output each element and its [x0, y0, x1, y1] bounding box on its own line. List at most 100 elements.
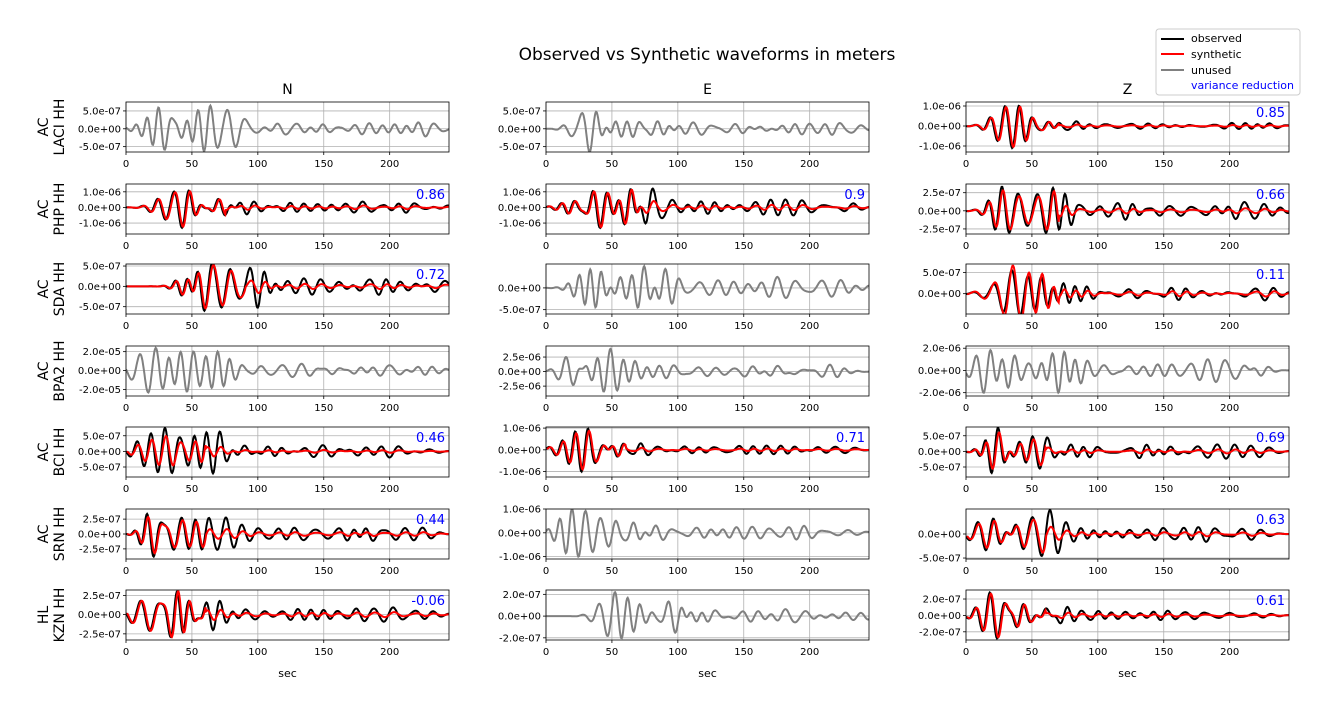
x-tick-label: 200: [800, 241, 819, 252]
synthetic-trace: [966, 431, 1289, 471]
variance-reduction-value: 0.11: [1256, 268, 1285, 283]
panel-bci-n: 0 50 100 150 200 5.0e-07 0.0e+00 -5.0e-07 0.46: [78, 426, 450, 495]
y-tick-label: 5.0e-07: [923, 431, 961, 442]
observed-trace: [966, 427, 1289, 475]
panel-sda-n: 0 50 100 150 200 5.0e-07 0.0e+00 -5.0e-07 0.72: [78, 262, 450, 332]
y-tick-label: -2.0e-07: [919, 627, 961, 638]
y-tick-label: 0.0e+00: [498, 203, 541, 214]
x-tick-label: 50: [186, 321, 199, 332]
x-tick-label: 150: [1154, 566, 1173, 577]
panel-frame: [545, 101, 870, 153]
y-tick-label: 1.0e-06: [503, 187, 541, 198]
y-tick-label: -5.0e-07: [499, 305, 541, 316]
y-tick-label: 1.0e-06: [503, 505, 541, 516]
station-label: SRN HH: [52, 507, 68, 562]
x-tick-label: 150: [314, 647, 333, 658]
y-tick-label: -1.0e-06: [79, 219, 121, 230]
legend-observed-label: observed: [1191, 32, 1242, 45]
x-tick-label: 50: [186, 403, 199, 414]
synthetic-trace: [546, 429, 869, 472]
component-title-z: Z: [1123, 82, 1133, 98]
y-tick-label: 0.0e+00: [918, 366, 961, 377]
panel-kzn-e: 0 50 100 150 200 2.0e-07 0.0e+00 -2.0e-07: [498, 589, 870, 658]
y-tick-label: 5.0e-07: [923, 268, 961, 279]
component-title-e: E: [703, 82, 712, 98]
x-tick-label: 150: [734, 484, 753, 495]
x-tick-label: 50: [1026, 566, 1039, 577]
panel-srn-n: 0 50 100 150 200 2.5e-07 0.0e+00 -2.5e-07 0.44: [78, 508, 450, 577]
panels: AC LACI HH0 50 100 150 2005.0e-070.0e+00-5.0e…: [36, 99, 1290, 658]
panel-frame: [125, 183, 450, 235]
unused-trace: [546, 509, 869, 559]
synthetic-trace: [966, 518, 1289, 554]
x-axis-label: sec: [1118, 667, 1137, 680]
x-tick-label: 200: [1220, 159, 1239, 170]
x-tick-label: 0: [543, 321, 549, 332]
x-tick-label: 150: [1154, 241, 1173, 252]
x-tick-label: 200: [800, 159, 819, 170]
x-tick-label: 100: [1088, 241, 1107, 252]
y-tick-label: 2.5e-06: [503, 353, 541, 364]
synthetic-trace: [546, 188, 869, 229]
y-tick-label: -2.5e-07: [919, 224, 961, 235]
x-tick-label: 200: [800, 484, 819, 495]
unused-trace: [546, 590, 869, 640]
y-tick-label: -2.0e-05: [79, 385, 121, 396]
y-tick-label: 0.0e+00: [498, 367, 541, 378]
y-tick-label: 2.5e-07: [83, 591, 121, 602]
x-axis-labels: sec sec sec: [278, 667, 1137, 680]
x-tick-label: 0: [963, 159, 969, 170]
variance-reduction-value: 0.63: [1256, 513, 1285, 528]
x-tick-label: 150: [314, 403, 333, 414]
panel-frame: [545, 426, 870, 478]
variance-reduction-value: 0.86: [416, 188, 445, 203]
y-tick-label: 0.0e+00: [918, 611, 961, 622]
x-tick-label: 150: [1154, 484, 1173, 495]
x-tick-label: 200: [1220, 566, 1239, 577]
variance-reduction-value: 0.69: [1256, 431, 1285, 446]
panel-frame: [125, 101, 450, 153]
x-tick-label: 200: [380, 566, 399, 577]
y-tick-label: 0.0e+00: [498, 612, 541, 623]
x-tick-label: 150: [314, 241, 333, 252]
network-label: AC: [36, 361, 52, 380]
x-tick-label: 200: [380, 647, 399, 658]
variance-reduction-value: 0.85: [1256, 106, 1285, 121]
unused-trace: [126, 103, 449, 152]
x-tick-label: 150: [734, 159, 753, 170]
x-tick-label: 50: [606, 566, 619, 577]
x-tick-label: 50: [1026, 484, 1039, 495]
panel-frame: [545, 263, 870, 315]
observed-trace: [126, 264, 449, 313]
y-tick-label: -2.5e-06: [499, 382, 541, 393]
y-tick-label: 2.5e-07: [83, 515, 121, 526]
legend-unused-label: unused: [1191, 64, 1231, 77]
x-tick-label: 0: [963, 566, 969, 577]
x-tick-label: 50: [1026, 647, 1039, 658]
x-tick-label: 200: [800, 647, 819, 658]
variance-reduction-value: 0.66: [1256, 188, 1285, 203]
y-tick-label: 1.0e-06: [923, 102, 961, 113]
y-tick-label: 0.0e+00: [78, 610, 121, 621]
panel-frame: [965, 589, 1290, 641]
synthetic-trace: [966, 264, 1289, 314]
synthetic-trace: [126, 515, 449, 555]
x-tick-label: 100: [1088, 403, 1107, 414]
panel-bci-z: 0 50 100 150 200 5.0e-07 0.0e+00 -5.0e-07 0.69: [918, 426, 1290, 495]
y-tick-label: 0.0e+00: [918, 530, 961, 541]
panel-kzn-z: 0 50 100 150 200 2.0e-07 0.0e+00 -2.0e-07 0.61: [918, 589, 1290, 658]
panel-php-n: 0 50 100 150 200 1.0e-06 0.0e+00 -1.0e-06 0.86: [78, 183, 450, 252]
legend-synthetic-label: synthetic: [1191, 48, 1242, 61]
y-tick-label: 0.0e+00: [78, 203, 121, 214]
panel-php-e: 0 50 100 150 200 1.0e-06 0.0e+00 -1.0e-06 0.9: [498, 183, 870, 252]
legend-frame: [1155, 28, 1301, 96]
y-tick-label: 0.0e+00: [78, 124, 121, 135]
y-tick-label: 5.0e-07: [83, 431, 121, 442]
network-label: AC: [36, 199, 52, 218]
x-tick-label: 0: [123, 241, 129, 252]
x-tick-label: 100: [248, 484, 267, 495]
panel-php-z: 0 50 100 150 200 2.5e-07 0.0e+00 -2.5e-07 0.66: [918, 183, 1290, 252]
panel-laci-n: 0 50 100 150 200 5.0e-07 0.0e+00 -5.0e-07: [78, 101, 450, 170]
x-tick-label: 0: [123, 403, 129, 414]
x-tick-label: 0: [543, 647, 549, 658]
